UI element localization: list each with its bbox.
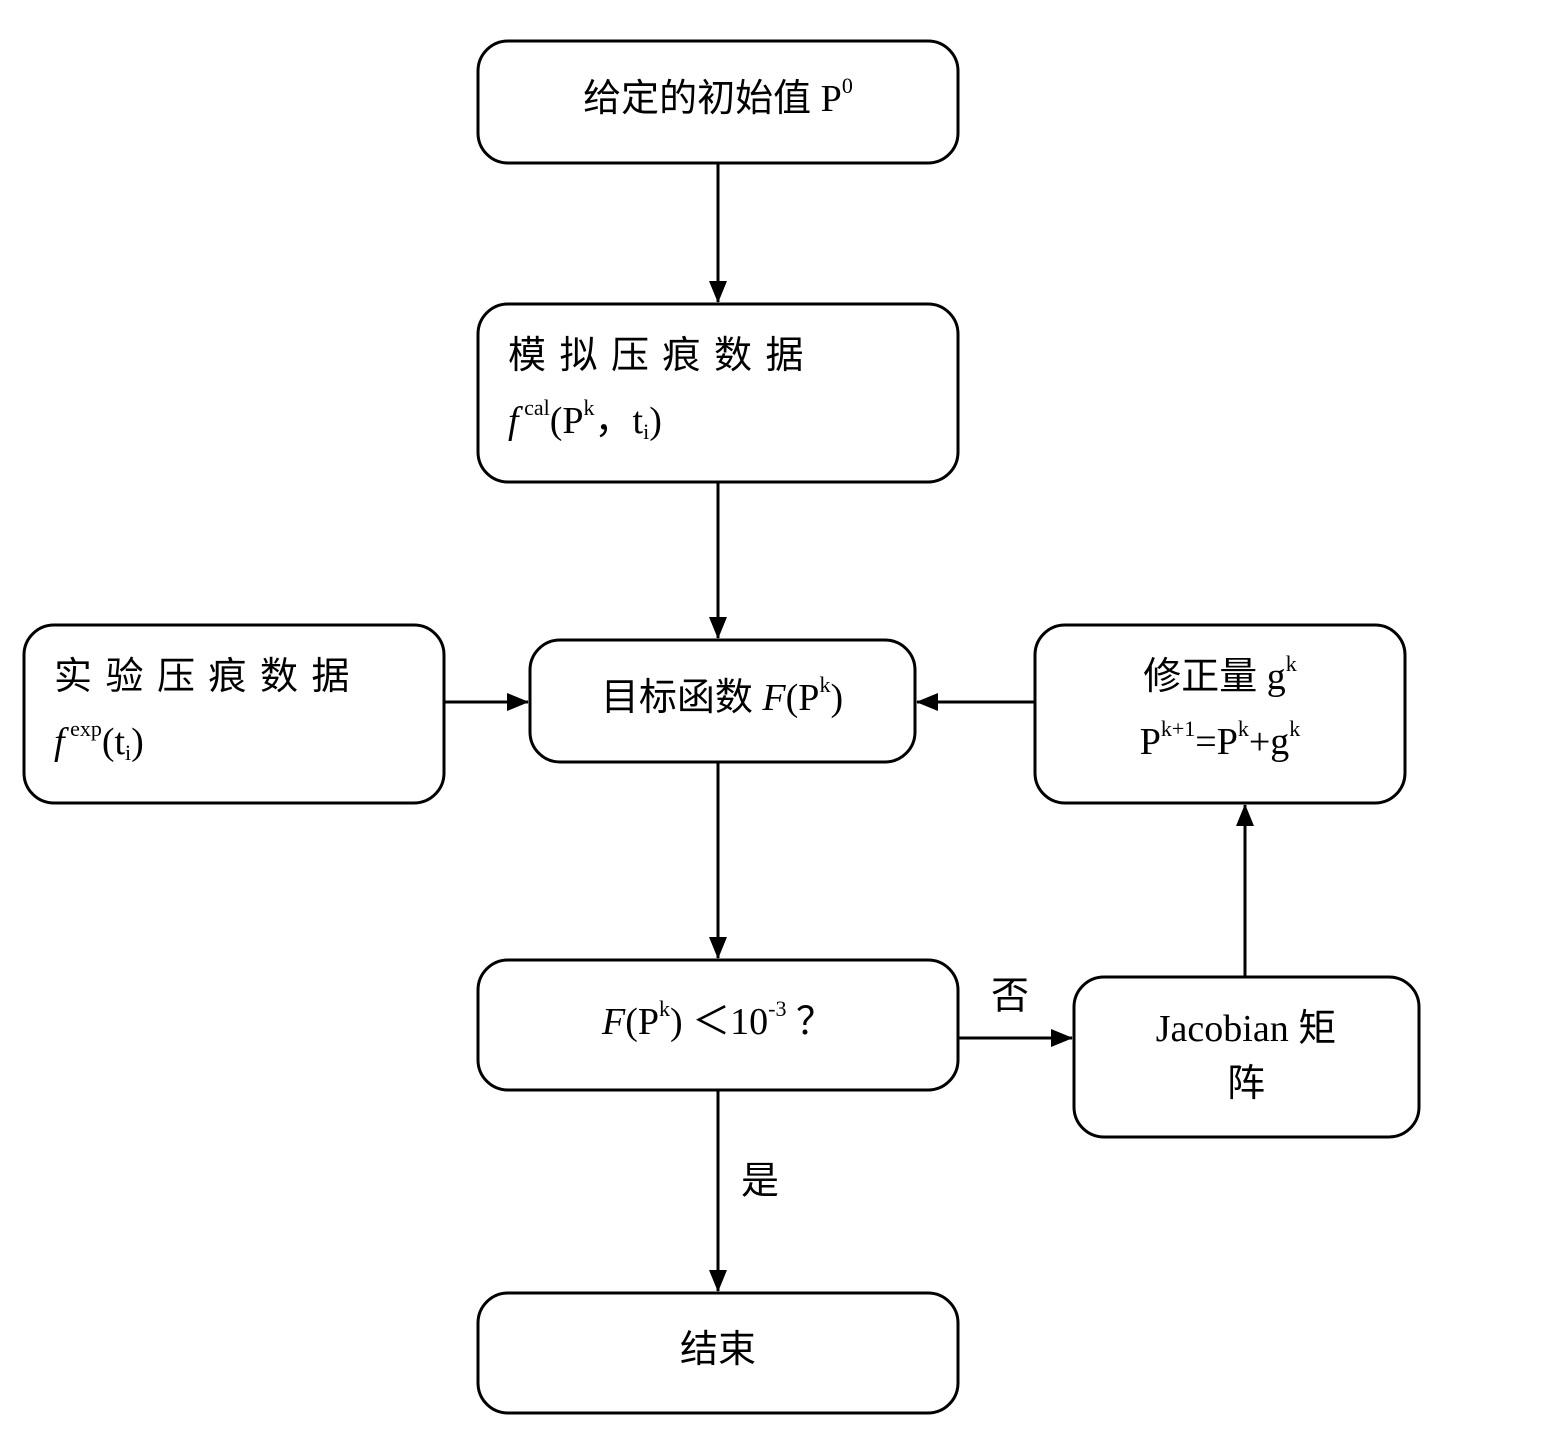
node-text-n2_exp-0: 实 验 压 痕 数 据	[54, 656, 352, 698]
node-n5_test: F(Pk) ＜10-3 ？	[478, 960, 958, 1090]
node-text-n6_jac-0: Jacobian 矩	[1156, 1008, 1336, 1050]
node-text-n6_jac-1: 阵	[1227, 1063, 1265, 1105]
node-n7_end: 结束	[478, 1293, 958, 1413]
node-n6_jac: Jacobian 矩阵	[1074, 977, 1419, 1137]
node-text-n1_sim-0: 模 拟 压 痕 数 据	[508, 335, 806, 377]
edge-label-n5_test-n7_end: 是	[741, 1161, 779, 1203]
node-n3_obj: 目标函数 F(Pk)	[530, 640, 915, 762]
node-text-n7_end-0: 结束	[680, 1329, 756, 1371]
node-text-n0_initial-0: 给定的初始值 P0	[583, 73, 853, 120]
node-n1_sim: 模 拟 压 痕 数 据f cal(Pk，ti)	[478, 304, 958, 482]
node-text-n3_obj-0: 目标函数 F(Pk)	[601, 672, 843, 719]
node-n0_initial: 给定的初始值 P0	[478, 41, 958, 163]
node-n2_exp: 实 验 压 痕 数 据f exp(ti)	[24, 625, 444, 803]
node-text-n5_test-0: F(Pk) ＜10-3 ？	[601, 996, 834, 1043]
flowchart-canvas: 给定的初始值 P0模 拟 压 痕 数 据f cal(Pk，ti)实 验 压 痕 …	[0, 0, 1544, 1455]
node-text-n4_corr-0: 修正量 gk	[1143, 651, 1297, 698]
edge-label-n5_test-n6_jac: 否	[991, 976, 1029, 1018]
node-n4_corr: 修正量 gkPk+1=Pk+gk	[1035, 625, 1405, 803]
